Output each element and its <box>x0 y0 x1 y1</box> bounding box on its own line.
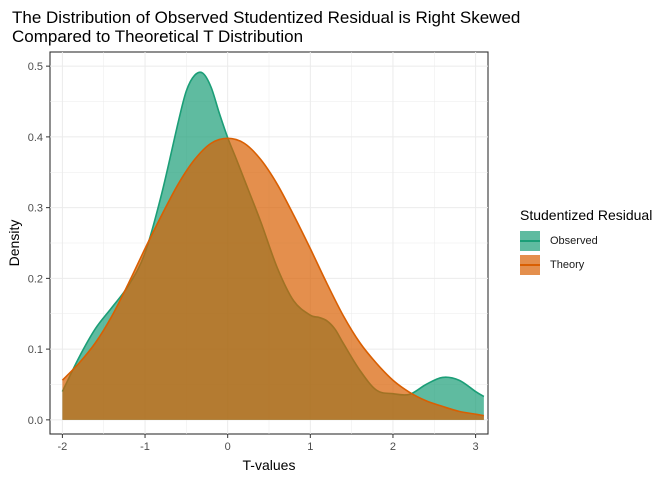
chart-title-line-1: The Distribution of Observed Studentized… <box>12 8 521 27</box>
x-tick-label: 1 <box>307 441 313 453</box>
y-tick-label: 0.1 <box>28 344 43 356</box>
density-area-theory <box>62 138 484 420</box>
legend-label-theory: Theory <box>550 259 585 271</box>
x-tick-label: -1 <box>140 441 150 453</box>
y-tick-label: 0.0 <box>28 415 43 427</box>
legend-item-observed: Observed <box>520 229 652 253</box>
legend-key-theory <box>520 255 540 275</box>
series-theory <box>61 137 485 420</box>
x-tick-label: -2 <box>58 441 68 453</box>
legend: Studentized Residual Observed Theory <box>520 207 652 277</box>
x-axis-ticks: -2 -1 0 1 2 3 <box>58 434 479 453</box>
chart-title-line-2: Compared to Theoretical T Distribution <box>12 27 304 46</box>
y-tick-label: 0.2 <box>28 273 43 285</box>
x-tick-label: 3 <box>473 441 479 453</box>
legend-item-theory: Theory <box>520 253 652 277</box>
y-axis-label: Density <box>6 220 22 267</box>
legend-title: Studentized Residual <box>520 207 653 223</box>
density-areas <box>61 71 485 420</box>
y-tick-label: 0.3 <box>28 203 43 215</box>
y-tick-label: 0.5 <box>28 61 43 73</box>
x-tick-label: 0 <box>225 441 231 453</box>
legend-label-observed: Observed <box>550 235 598 247</box>
legend-key-observed <box>520 231 540 251</box>
x-tick-label: 2 <box>390 441 396 453</box>
y-tick-label: 0.4 <box>28 132 43 144</box>
y-axis-ticks: 0.0 0.1 0.2 0.3 0.4 0.5 <box>28 61 50 427</box>
density-line-theory <box>61 137 485 417</box>
x-axis-label: T-values <box>243 457 296 473</box>
